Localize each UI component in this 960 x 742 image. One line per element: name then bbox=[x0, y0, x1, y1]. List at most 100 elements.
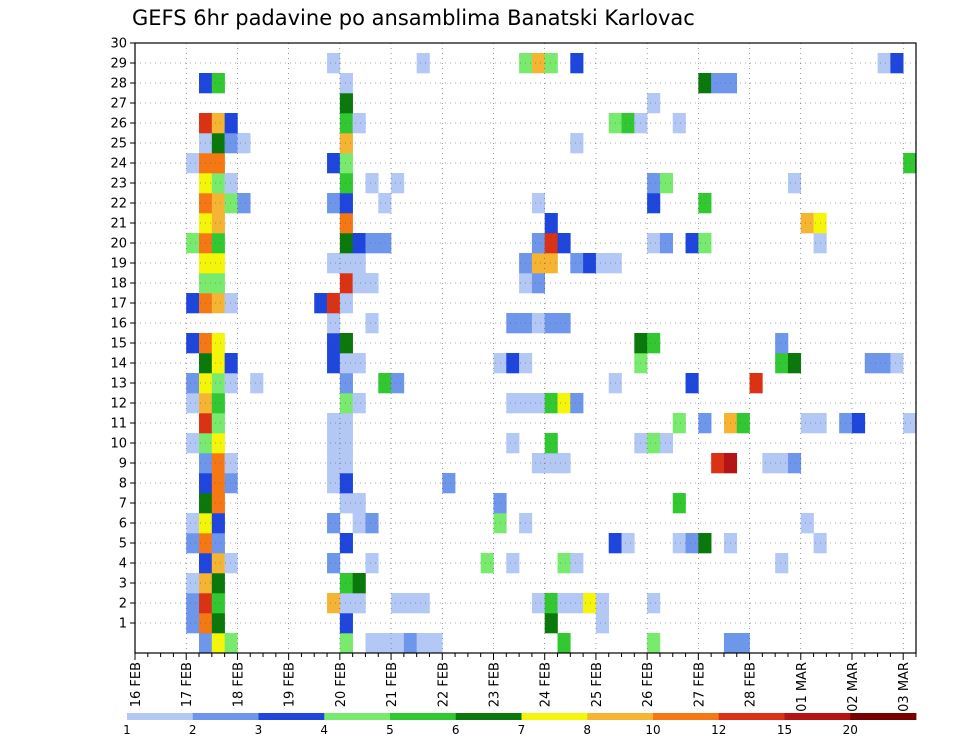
precip-cell bbox=[224, 353, 238, 374]
chart-title: GEFS 6hr padavine po ansamblima Banatski… bbox=[132, 6, 695, 30]
precip-cell bbox=[327, 253, 341, 274]
precip-cell bbox=[531, 393, 546, 414]
precip-cell bbox=[339, 133, 353, 154]
precip-cell bbox=[378, 373, 392, 394]
precip-cell bbox=[442, 473, 456, 494]
precip-cell bbox=[199, 633, 213, 654]
precip-cell bbox=[186, 153, 200, 174]
precip-cell bbox=[531, 253, 546, 274]
legend-label: 6 bbox=[452, 723, 460, 737]
precip-cell bbox=[544, 233, 558, 254]
precip-cell bbox=[365, 553, 379, 574]
precip-cell bbox=[339, 473, 353, 494]
precip-cell bbox=[352, 493, 366, 514]
y-tick-label: 5 bbox=[119, 537, 127, 552]
precip-cell bbox=[352, 353, 366, 374]
precip-cell bbox=[851, 413, 866, 434]
precip-cell bbox=[237, 193, 251, 214]
precip-cell bbox=[506, 353, 520, 374]
precip-cell bbox=[647, 93, 661, 114]
precip-cell bbox=[352, 233, 366, 254]
precip-cell bbox=[557, 633, 571, 654]
precip-cell bbox=[211, 273, 225, 294]
legend-label: 3 bbox=[255, 723, 263, 737]
x-tick-label: 02 MAR bbox=[846, 662, 861, 712]
precip-cell bbox=[659, 433, 674, 454]
precip-cell bbox=[211, 233, 225, 254]
precip-cell bbox=[544, 613, 558, 634]
precip-cell bbox=[736, 633, 750, 654]
precip-cell bbox=[186, 533, 200, 554]
precip-cell bbox=[544, 593, 558, 614]
precip-cell bbox=[211, 173, 225, 194]
y-tick-label: 27 bbox=[110, 97, 127, 112]
precip-cell bbox=[506, 313, 520, 334]
precip-cell bbox=[224, 453, 238, 474]
legend-swatch bbox=[521, 713, 588, 720]
color-legend: 1 2 3 4 5 6 7 8 10 12 15 20 bbox=[123, 713, 917, 737]
y-tick-label: 3 bbox=[119, 577, 127, 592]
precip-cell bbox=[339, 353, 353, 374]
precip-cell bbox=[186, 573, 200, 594]
precip-cell bbox=[378, 633, 392, 654]
precip-cell bbox=[762, 453, 776, 474]
precip-cell bbox=[352, 513, 366, 534]
precip-cell bbox=[531, 193, 546, 214]
x-tick-label: 26 FEB bbox=[641, 662, 656, 707]
x-tick-label: 16 FEB bbox=[129, 662, 144, 707]
precip-cell bbox=[672, 113, 686, 134]
precip-cell bbox=[416, 53, 430, 74]
legend-label: 15 bbox=[777, 723, 792, 737]
legend-label: 10 bbox=[645, 723, 660, 737]
precip-cell bbox=[583, 593, 597, 614]
y-tick-label: 14 bbox=[110, 357, 127, 372]
precip-cell bbox=[685, 533, 699, 554]
precip-cell bbox=[211, 253, 225, 274]
precip-cell bbox=[211, 493, 225, 514]
precip-cell bbox=[339, 433, 353, 454]
precip-cell bbox=[416, 593, 430, 614]
precip-cell bbox=[339, 633, 353, 654]
precip-cell bbox=[327, 53, 341, 74]
y-tick-label: 19 bbox=[110, 257, 127, 272]
precip-cell bbox=[211, 113, 225, 134]
precip-cell bbox=[890, 353, 904, 374]
x-tick-label: 19 FEB bbox=[283, 662, 298, 707]
precip-cell bbox=[391, 173, 405, 194]
precip-cell bbox=[186, 393, 200, 414]
precip-cell bbox=[327, 293, 341, 314]
precip-cell bbox=[570, 593, 584, 614]
precip-cell bbox=[211, 193, 225, 214]
y-tick-label: 24 bbox=[110, 157, 127, 172]
precip-cell bbox=[211, 73, 225, 94]
precip-cell bbox=[378, 193, 392, 214]
legend-swatch bbox=[192, 713, 259, 720]
gridlines bbox=[134, 42, 916, 653]
precip-cell bbox=[339, 173, 353, 194]
y-tick-label: 12 bbox=[110, 397, 127, 412]
precip-cell bbox=[327, 353, 341, 374]
precip-cell bbox=[391, 633, 405, 654]
precip-cell bbox=[339, 413, 353, 434]
precip-cell bbox=[339, 193, 353, 214]
precip-cell bbox=[339, 73, 353, 94]
precip-cell bbox=[327, 413, 341, 434]
y-tick-label: 21 bbox=[110, 217, 127, 232]
y-tick-label: 1 bbox=[119, 617, 127, 632]
precip-cell bbox=[211, 333, 225, 354]
precip-cell bbox=[352, 393, 366, 414]
y-axis: 1234567891011121314151617181920212223242… bbox=[110, 37, 135, 632]
y-tick-label: 16 bbox=[110, 317, 127, 332]
precip-cell bbox=[570, 393, 584, 414]
precip-cell bbox=[557, 393, 571, 414]
precip-cell bbox=[365, 173, 379, 194]
precip-cell bbox=[339, 253, 353, 274]
precip-cell bbox=[327, 453, 341, 474]
y-tick-label: 25 bbox=[110, 137, 127, 152]
precip-cell bbox=[544, 453, 558, 474]
precip-cell bbox=[877, 353, 891, 374]
legend-swatch bbox=[324, 713, 391, 720]
precip-cell bbox=[327, 473, 341, 494]
precip-cell bbox=[211, 553, 225, 574]
precip-cell bbox=[723, 633, 738, 654]
